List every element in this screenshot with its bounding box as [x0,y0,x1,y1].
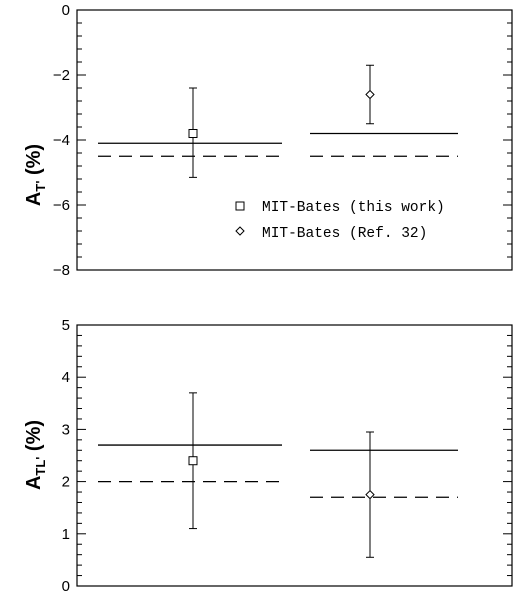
y-tick-label: 5 [62,317,70,334]
legend-entry-ref32: MIT-Bates (Ref. 32) [262,226,427,242]
legend-entry-this-work: MIT-Bates (this work) [262,200,445,216]
y-tick-label: −4 [53,132,70,149]
y-axis-label: ATL' (%) [23,420,48,490]
y-tick-labels: 0 1 2 3 4 5 [62,317,70,592]
y-axis-label-sub: T' [33,181,48,192]
y-tick-label: −6 [53,197,70,214]
y-tick-label: 4 [62,369,70,386]
plot-frame [76,324,513,587]
y-axis-label-main: A [23,476,45,490]
y-tick-labels: 0 −2 −4 −6 −8 [53,2,70,279]
y-tick-label: −8 [53,262,70,279]
data-marks [98,392,458,558]
top-panel: 0 −2 −4 −6 −8 AT' (%) MIT-Bates (this work) … [23,2,513,279]
y-axis-label-sub: TL' [33,457,48,476]
y-ticks [77,9,512,271]
legend-diamond-marker [235,226,245,236]
data-marks [98,64,458,178]
y-tick-label: 1 [62,526,70,543]
y-axis-label-unit: (%) [23,144,45,175]
y-tick-label: −2 [53,67,70,84]
y-ticks [77,324,512,587]
y-tick-label: 2 [62,474,70,491]
legend: MIT-Bates (this work) MIT-Bates (Ref. 32… [235,200,445,242]
y-tick-label: 3 [62,421,70,438]
data-point-diamond [365,489,375,500]
y-tick-label: 0 [62,2,70,19]
y-axis-label-unit: (%) [23,420,45,451]
data-point-square [188,129,198,138]
legend-square-marker [235,201,245,211]
y-axis-label-main: A [23,192,45,206]
y-axis-label: AT' (%) [23,144,48,206]
data-point-diamond [365,89,375,100]
bottom-panel: 0 1 2 3 4 5 ATL' (%) [23,317,513,592]
y-tick-label: 0 [62,578,70,592]
data-point-square [188,456,198,466]
